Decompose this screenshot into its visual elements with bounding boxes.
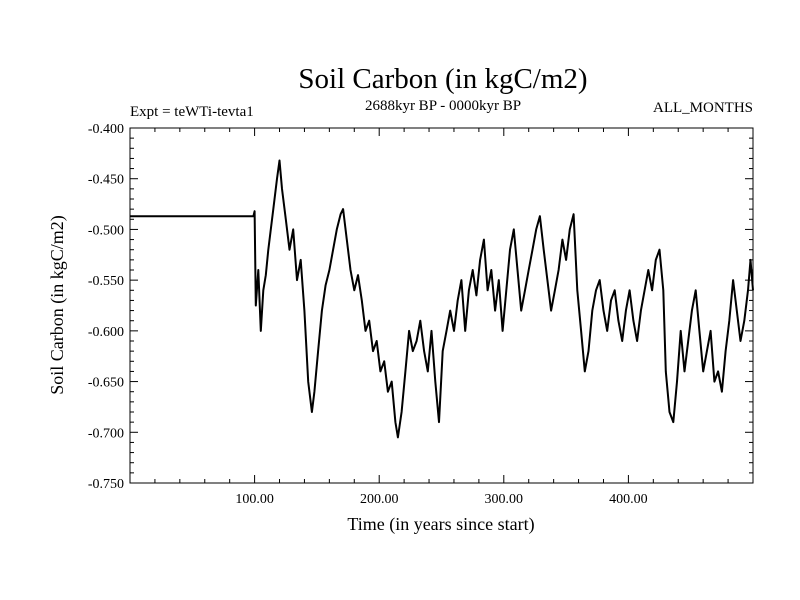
x-tick-labels: 100.00 200.00 300.00 400.00 xyxy=(235,492,647,507)
y-tick-labels: -0.400 -0.450 -0.500 -0.550 -0.600 -0.650 -0.7… xyxy=(88,122,124,492)
x-tick-label: 100.00 xyxy=(235,492,274,507)
y-tick-label: -0.550 xyxy=(88,274,124,289)
x-tick-label: 400.00 xyxy=(609,492,648,507)
y-tick-label: -0.750 xyxy=(88,477,124,492)
plot-frame xyxy=(129,127,754,484)
y-tick-label: -0.450 xyxy=(88,173,124,188)
y-tick-label: -0.400 xyxy=(88,122,124,137)
x-tick-label: 300.00 xyxy=(485,492,524,507)
soil-carbon-line xyxy=(130,159,754,439)
x-tick-label: 200.00 xyxy=(360,492,399,507)
y-tick-label: -0.500 xyxy=(88,223,124,238)
y-tick-label: -0.600 xyxy=(88,325,124,340)
chart-title: Soil Carbon (in kgC/m2) xyxy=(298,63,587,95)
y-tick-label: -0.650 xyxy=(88,376,124,391)
x-axis-label: Time (in years since start) xyxy=(347,514,534,535)
experiment-label: Expt = teWTi-tevta1 xyxy=(130,104,254,120)
y-tick-label: -0.700 xyxy=(88,426,124,441)
period-label: 2688kyr BP - 0000kyr BP xyxy=(365,98,521,114)
months-label: ALL_MONTHS xyxy=(653,100,753,116)
y-axis-label: Soil Carbon (in kgC/m2) xyxy=(47,215,68,395)
axis-ticks xyxy=(130,127,753,484)
